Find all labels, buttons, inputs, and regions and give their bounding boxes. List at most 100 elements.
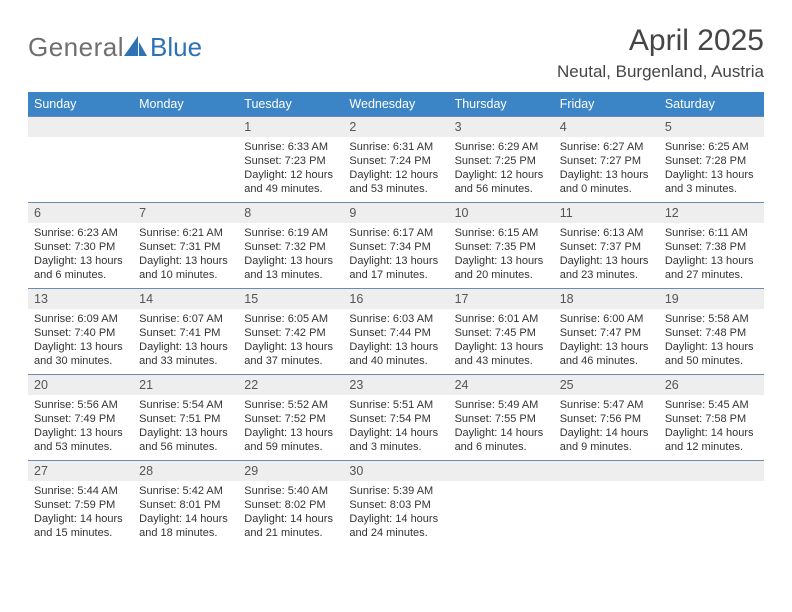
day-number: 4 — [554, 117, 659, 137]
sunset-text: Sunset: 7:47 PM — [560, 326, 653, 340]
sunrise-text: Sunrise: 6:07 AM — [139, 312, 232, 326]
day-number: 1 — [238, 117, 343, 137]
day-body — [133, 137, 238, 193]
day-body: Sunrise: 6:29 AMSunset: 7:25 PMDaylight:… — [449, 137, 554, 200]
day-number: 5 — [659, 117, 764, 137]
day-body: Sunrise: 6:03 AMSunset: 7:44 PMDaylight:… — [343, 309, 448, 372]
day-number: 16 — [343, 289, 448, 309]
day-number — [28, 117, 133, 137]
day-cell: 28Sunrise: 5:42 AMSunset: 8:01 PMDayligh… — [133, 461, 238, 547]
empty-day-cell — [133, 117, 238, 203]
day-cell: 21Sunrise: 5:54 AMSunset: 7:51 PMDayligh… — [133, 375, 238, 461]
day-number: 18 — [554, 289, 659, 309]
day-body — [554, 481, 659, 537]
day-number: 14 — [133, 289, 238, 309]
sunset-text: Sunset: 7:48 PM — [665, 326, 758, 340]
daylight-text: Daylight: 13 hours and 23 minutes. — [560, 254, 653, 282]
sunrise-text: Sunrise: 5:44 AM — [34, 484, 127, 498]
sunset-text: Sunset: 7:54 PM — [349, 412, 442, 426]
day-number: 13 — [28, 289, 133, 309]
month-title: April 2025 — [557, 24, 764, 58]
day-body: Sunrise: 6:17 AMSunset: 7:34 PMDaylight:… — [343, 223, 448, 286]
day-body: Sunrise: 6:01 AMSunset: 7:45 PMDaylight:… — [449, 309, 554, 372]
day-cell: 17Sunrise: 6:01 AMSunset: 7:45 PMDayligh… — [449, 289, 554, 375]
day-cell: 2Sunrise: 6:31 AMSunset: 7:24 PMDaylight… — [343, 117, 448, 203]
day-body — [28, 137, 133, 193]
daylight-text: Daylight: 13 hours and 3 minutes. — [665, 168, 758, 196]
sunrise-text: Sunrise: 6:03 AM — [349, 312, 442, 326]
day-cell: 4Sunrise: 6:27 AMSunset: 7:27 PMDaylight… — [554, 117, 659, 203]
day-body: Sunrise: 6:31 AMSunset: 7:24 PMDaylight:… — [343, 137, 448, 200]
day-cell: 23Sunrise: 5:51 AMSunset: 7:54 PMDayligh… — [343, 375, 448, 461]
day-body — [659, 481, 764, 537]
empty-day-cell — [659, 461, 764, 547]
logo-word-blue: Blue — [150, 32, 202, 63]
sunset-text: Sunset: 8:01 PM — [139, 498, 232, 512]
logo: General Blue — [28, 24, 202, 63]
day-cell: 27Sunrise: 5:44 AMSunset: 7:59 PMDayligh… — [28, 461, 133, 547]
sunrise-text: Sunrise: 5:47 AM — [560, 398, 653, 412]
sunset-text: Sunset: 7:41 PM — [139, 326, 232, 340]
day-body: Sunrise: 6:27 AMSunset: 7:27 PMDaylight:… — [554, 137, 659, 200]
sunset-text: Sunset: 7:32 PM — [244, 240, 337, 254]
sunrise-text: Sunrise: 6:33 AM — [244, 140, 337, 154]
empty-day-cell — [28, 117, 133, 203]
sunrise-text: Sunrise: 5:42 AM — [139, 484, 232, 498]
sunset-text: Sunset: 7:56 PM — [560, 412, 653, 426]
day-cell: 10Sunrise: 6:15 AMSunset: 7:35 PMDayligh… — [449, 203, 554, 289]
sunrise-text: Sunrise: 6:01 AM — [455, 312, 548, 326]
daylight-text: Daylight: 12 hours and 56 minutes. — [455, 168, 548, 196]
sunset-text: Sunset: 7:38 PM — [665, 240, 758, 254]
daylight-text: Daylight: 12 hours and 49 minutes. — [244, 168, 337, 196]
sunset-text: Sunset: 7:35 PM — [455, 240, 548, 254]
day-cell: 16Sunrise: 6:03 AMSunset: 7:44 PMDayligh… — [343, 289, 448, 375]
day-number: 15 — [238, 289, 343, 309]
day-cell: 3Sunrise: 6:29 AMSunset: 7:25 PMDaylight… — [449, 117, 554, 203]
daylight-text: Daylight: 14 hours and 18 minutes. — [139, 512, 232, 540]
day-number: 8 — [238, 203, 343, 223]
sunrise-text: Sunrise: 6:05 AM — [244, 312, 337, 326]
daylight-text: Daylight: 13 hours and 10 minutes. — [139, 254, 232, 282]
location-subtitle: Neutal, Burgenland, Austria — [557, 62, 764, 82]
day-body: Sunrise: 5:54 AMSunset: 7:51 PMDaylight:… — [133, 395, 238, 458]
sunset-text: Sunset: 7:28 PM — [665, 154, 758, 168]
day-number: 29 — [238, 461, 343, 481]
sunset-text: Sunset: 7:25 PM — [455, 154, 548, 168]
sunrise-text: Sunrise: 6:15 AM — [455, 226, 548, 240]
day-body: Sunrise: 6:15 AMSunset: 7:35 PMDaylight:… — [449, 223, 554, 286]
sunrise-text: Sunrise: 6:23 AM — [34, 226, 127, 240]
sunrise-text: Sunrise: 6:17 AM — [349, 226, 442, 240]
day-body: Sunrise: 5:39 AMSunset: 8:03 PMDaylight:… — [343, 481, 448, 544]
day-body: Sunrise: 6:21 AMSunset: 7:31 PMDaylight:… — [133, 223, 238, 286]
day-cell: 12Sunrise: 6:11 AMSunset: 7:38 PMDayligh… — [659, 203, 764, 289]
sunset-text: Sunset: 7:30 PM — [34, 240, 127, 254]
sunset-text: Sunset: 7:59 PM — [34, 498, 127, 512]
daylight-text: Daylight: 13 hours and 33 minutes. — [139, 340, 232, 368]
day-body: Sunrise: 5:56 AMSunset: 7:49 PMDaylight:… — [28, 395, 133, 458]
day-body: Sunrise: 6:07 AMSunset: 7:41 PMDaylight:… — [133, 309, 238, 372]
daylight-text: Daylight: 13 hours and 20 minutes. — [455, 254, 548, 282]
weekday-header: Tuesday — [238, 92, 343, 117]
day-cell: 24Sunrise: 5:49 AMSunset: 7:55 PMDayligh… — [449, 375, 554, 461]
day-number: 26 — [659, 375, 764, 395]
header-row: General Blue April 2025 Neutal, Burgenla… — [28, 24, 764, 82]
daylight-text: Daylight: 13 hours and 46 minutes. — [560, 340, 653, 368]
day-number: 30 — [343, 461, 448, 481]
day-number: 20 — [28, 375, 133, 395]
sunset-text: Sunset: 8:02 PM — [244, 498, 337, 512]
calendar-table: SundayMondayTuesdayWednesdayThursdayFrid… — [28, 92, 764, 547]
day-cell: 15Sunrise: 6:05 AMSunset: 7:42 PMDayligh… — [238, 289, 343, 375]
sunrise-text: Sunrise: 6:00 AM — [560, 312, 653, 326]
day-number: 7 — [133, 203, 238, 223]
daylight-text: Daylight: 13 hours and 27 minutes. — [665, 254, 758, 282]
sunrise-text: Sunrise: 5:56 AM — [34, 398, 127, 412]
day-number: 21 — [133, 375, 238, 395]
daylight-text: Daylight: 14 hours and 6 minutes. — [455, 426, 548, 454]
week-row: 27Sunrise: 5:44 AMSunset: 7:59 PMDayligh… — [28, 461, 764, 547]
day-body — [449, 481, 554, 537]
week-row: 13Sunrise: 6:09 AMSunset: 7:40 PMDayligh… — [28, 289, 764, 375]
day-body: Sunrise: 6:23 AMSunset: 7:30 PMDaylight:… — [28, 223, 133, 286]
day-number: 12 — [659, 203, 764, 223]
sunset-text: Sunset: 7:52 PM — [244, 412, 337, 426]
sunrise-text: Sunrise: 6:13 AM — [560, 226, 653, 240]
